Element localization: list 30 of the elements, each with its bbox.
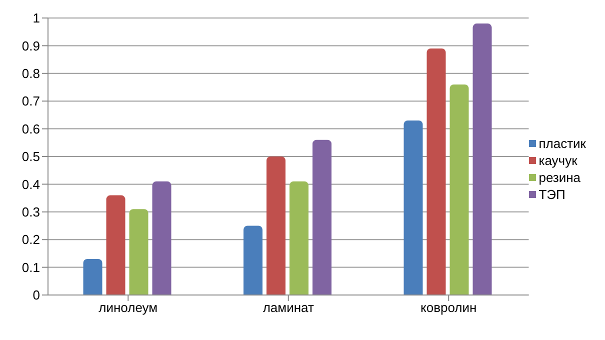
y-tick-label: 0.5: [22, 149, 40, 164]
x-tick-label: ламинат: [262, 300, 314, 316]
bar: [472, 24, 492, 295]
x-tick-label: линолеум: [98, 300, 158, 316]
y-tick-label: 0.7: [22, 94, 40, 109]
legend-label: ТЭП: [538, 186, 566, 203]
bar: [404, 120, 423, 295]
legend-label: резина: [538, 169, 581, 186]
y-tick-label: 0.4: [22, 176, 40, 192]
bar: [450, 84, 469, 295]
bar: [129, 209, 148, 295]
legend-label: каучук: [538, 152, 578, 169]
y-tick-label: 0.8: [22, 66, 40, 82]
bar: [312, 140, 332, 295]
y-tick-label: 0.9: [22, 38, 40, 54]
y-tick-label: 1: [32, 10, 40, 26]
y-tick-label: 0: [32, 288, 40, 303]
legend-label: пластик: [538, 135, 586, 152]
y-tick-label: 0.3: [22, 204, 40, 220]
y-tick-label: 0.6: [22, 121, 40, 136]
bar: [106, 195, 126, 295]
y-tick-label: 0.1: [22, 260, 40, 275]
x-tick-label: ковролин: [420, 300, 477, 316]
bar: [290, 181, 308, 295]
bar: [83, 258, 102, 295]
bar: [266, 156, 286, 295]
bar: [152, 181, 172, 295]
bar: [244, 226, 262, 295]
y-tick-label: 0.2: [22, 232, 40, 248]
bar: [426, 48, 446, 295]
